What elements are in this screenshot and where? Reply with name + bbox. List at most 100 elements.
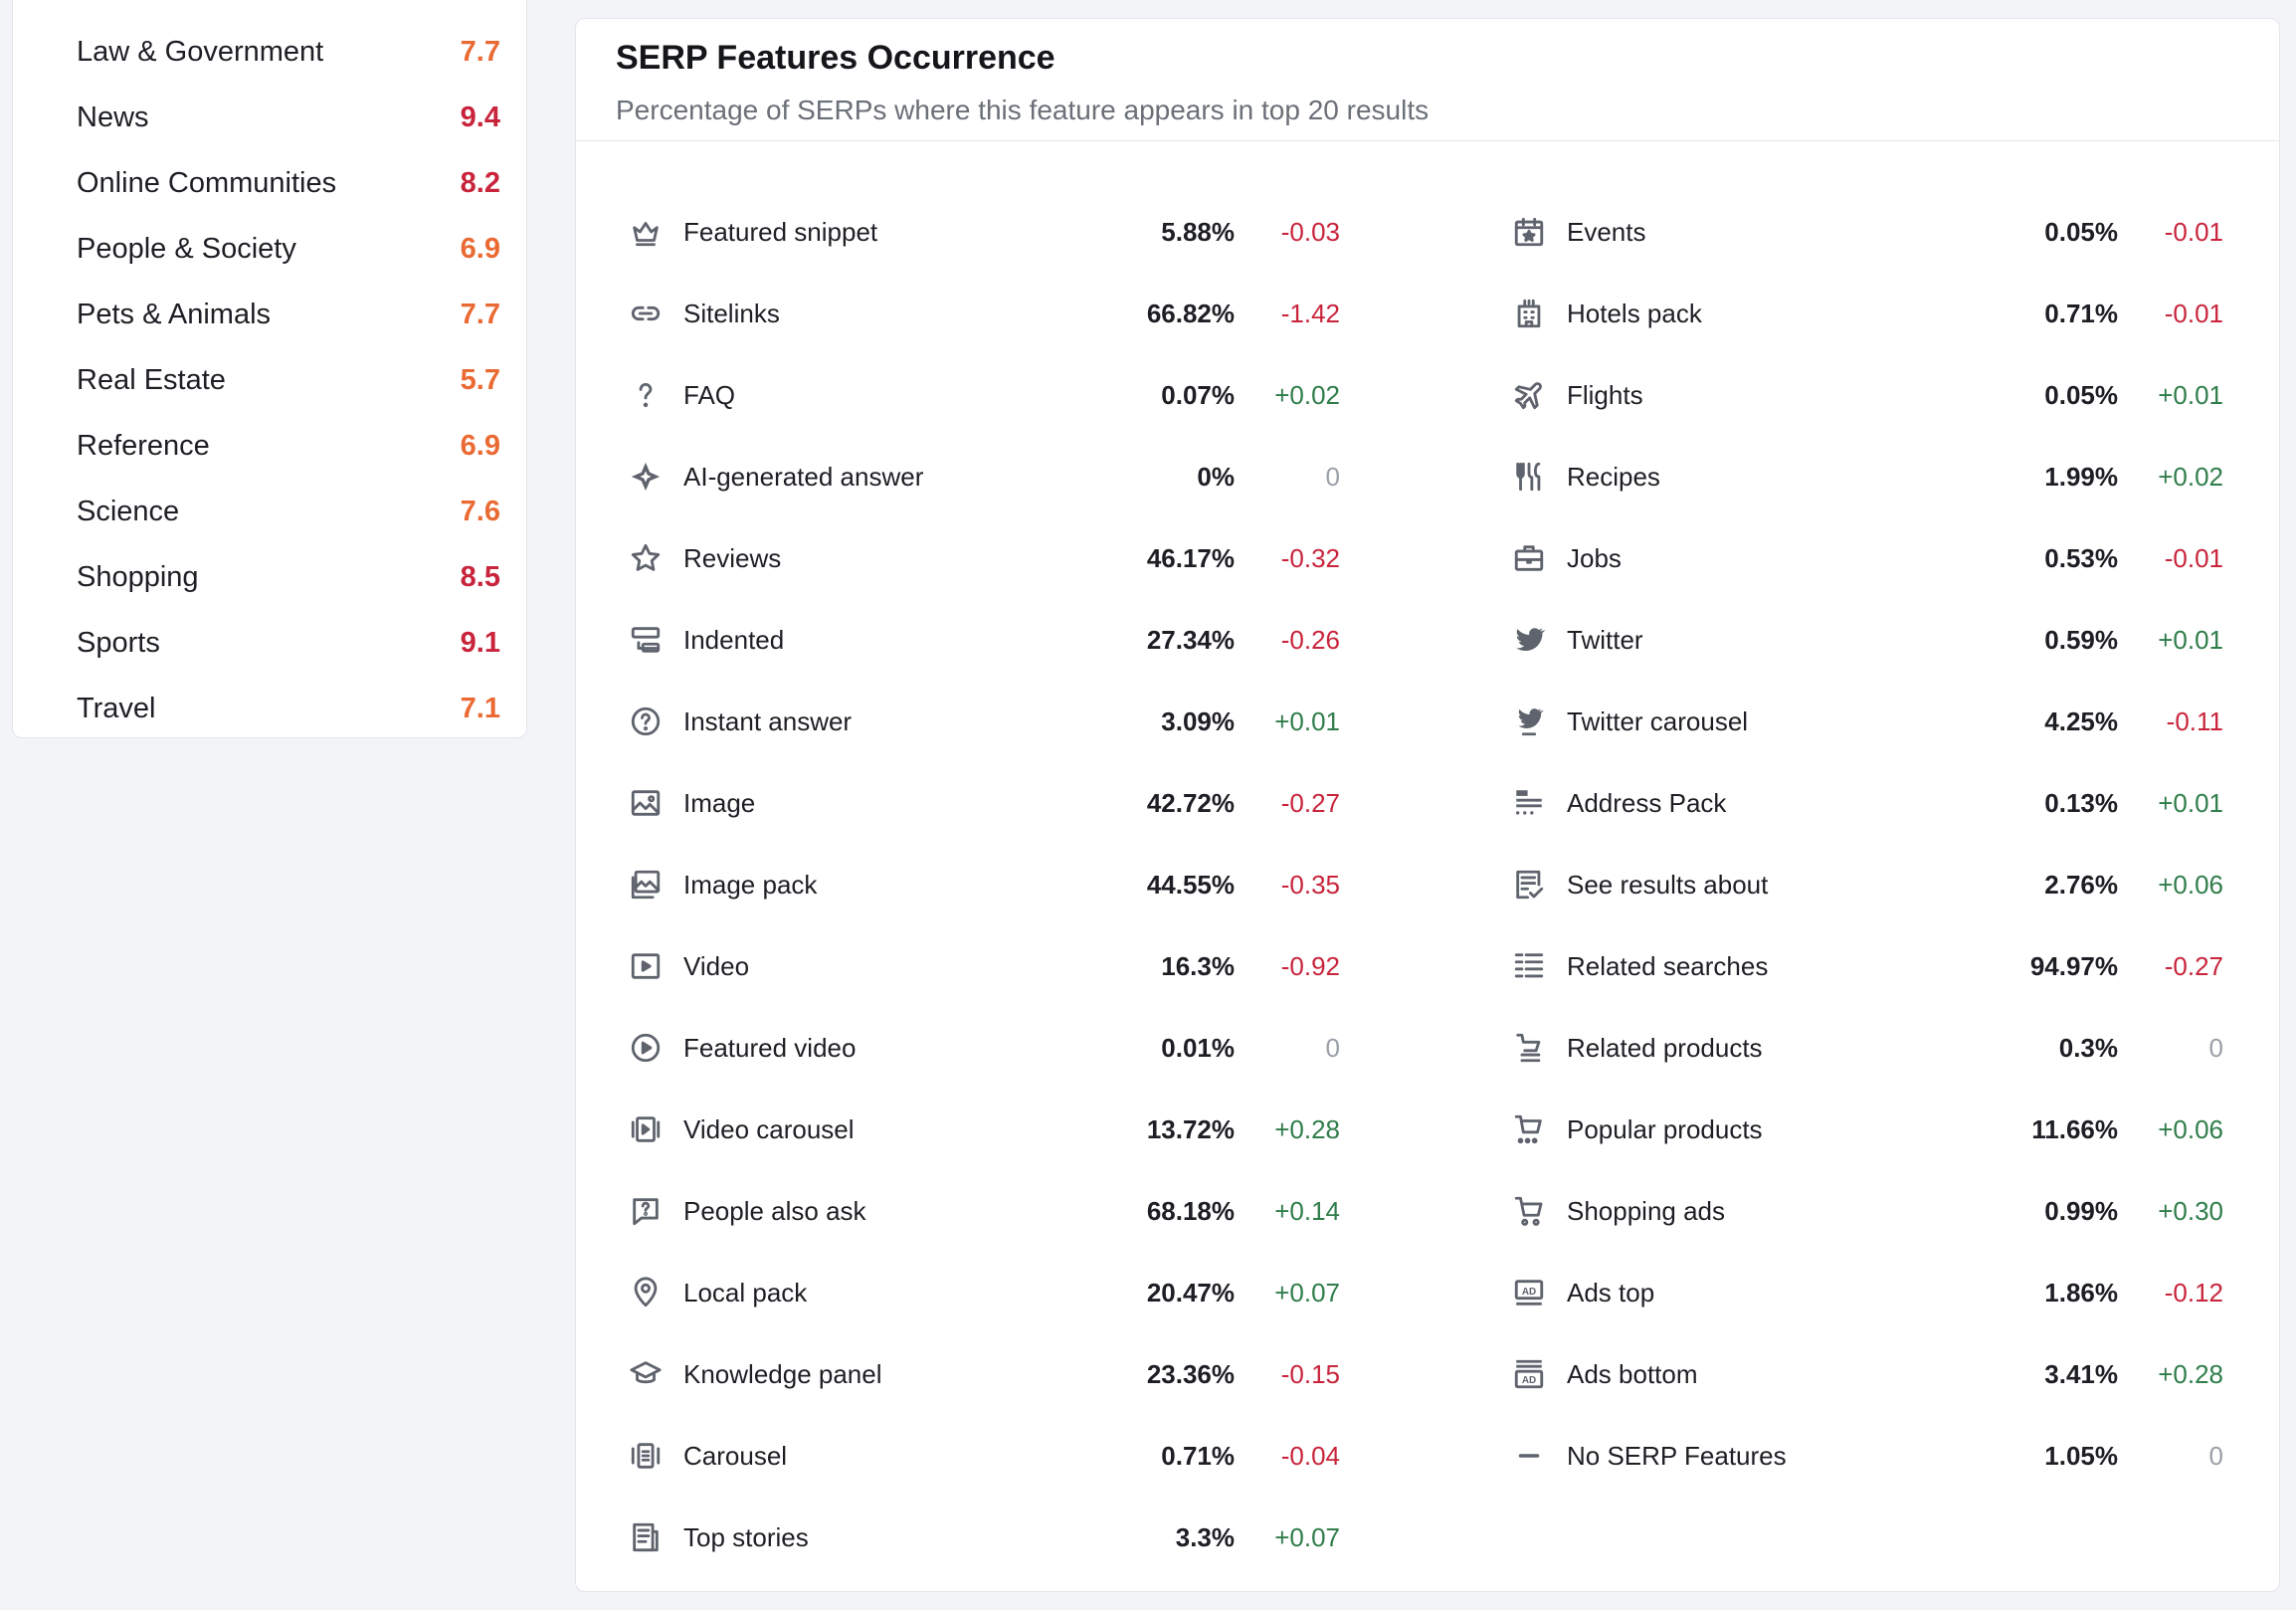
feature-label: Carousel (683, 1440, 788, 1471)
twitter-carousel-icon (1511, 704, 1547, 739)
serp-feature-row[interactable]: Twitter 0.59% +0.01 (1511, 599, 2223, 681)
category-name: News (77, 101, 149, 133)
category-row[interactable]: Online Communities 8.2 (77, 150, 500, 216)
feature-change: +0.30 (2158, 1195, 2223, 1226)
serp-feature-row[interactable]: Featured video 0.01% 0 (628, 1007, 1340, 1089)
feature-change: -0.27 (2164, 950, 2223, 981)
feature-percentage: 27.34% (1146, 624, 1235, 655)
serp-feature-row[interactable]: Instant answer 3.09% +0.01 (628, 681, 1340, 762)
serp-feature-row[interactable]: Twitter carousel 4.25% -0.11 (1511, 681, 2223, 762)
serp-feature-row[interactable]: AI-generated answer 0% 0 (628, 436, 1340, 517)
category-row[interactable]: People & Society 6.9 (77, 216, 500, 282)
feature-change: -0.26 (1280, 624, 1340, 655)
serp-feature-row[interactable]: Video carousel 13.72% +0.28 (628, 1089, 1340, 1170)
feature-label: No SERP Features (1567, 1440, 1787, 1471)
feature-percentage: 3.09% (1161, 705, 1235, 736)
serp-feature-row[interactable]: Events 0.05% -0.01 (1511, 191, 2223, 273)
category-row[interactable]: Science 7.6 (77, 479, 500, 544)
feature-label: Instant answer (683, 705, 853, 736)
card-title: SERP Features Occurrence (616, 39, 1055, 77)
serp-feature-row[interactable]: Jobs 0.53% -0.01 (1511, 517, 2223, 599)
svg-text:AD: AD (1522, 1287, 1536, 1298)
serp-feature-row[interactable]: Popular products 11.66% +0.06 (1511, 1089, 2223, 1170)
serp-feature-row[interactable]: See results about 2.76% +0.06 (1511, 844, 2223, 925)
serp-feature-row[interactable]: Related searches 94.97% -0.27 (1511, 925, 2223, 1007)
feature-change: +0.07 (1274, 1521, 1340, 1552)
serp-feature-row[interactable]: Local pack 20.47% +0.07 (628, 1252, 1340, 1333)
serp-feature-row[interactable]: No SERP Features 1.05% 0 (1511, 1415, 2223, 1497)
serp-feature-row[interactable]: AD Ads bottom 3.41% +0.28 (1511, 1333, 2223, 1415)
category-score: 6.9 (460, 232, 500, 265)
category-scores-card: Law & Government 7.7 News 9.4 Online Communi… (12, 0, 527, 738)
category-name: Real Estate (77, 363, 226, 396)
ad-bottom-icon: AD (1511, 1356, 1547, 1392)
crown-icon (628, 214, 664, 250)
feature-label: AI-generated answer (683, 461, 924, 492)
feature-label: Reviews (683, 542, 782, 573)
category-row[interactable]: Reference 6.9 (77, 413, 500, 479)
video-carousel-icon (628, 1111, 664, 1147)
serp-feature-row[interactable]: Image pack 44.55% -0.35 (628, 844, 1340, 925)
serp-feature-row[interactable]: Shopping ads 0.99% +0.30 (1511, 1170, 2223, 1252)
feature-label: Video (683, 950, 750, 981)
category-row[interactable]: Pets & Animals 7.7 (77, 282, 500, 347)
video-icon (628, 948, 664, 984)
feature-label: Ads top (1567, 1277, 1655, 1308)
feature-label: Related products (1567, 1032, 1763, 1063)
feature-label: Flights (1567, 379, 1643, 410)
question-circle-icon (628, 704, 664, 739)
feature-label: Shopping ads (1567, 1195, 1726, 1226)
serp-feature-row[interactable]: Address Pack 0.13% +0.01 (1511, 762, 2223, 844)
feature-change: -0.35 (1280, 869, 1340, 900)
serp-feature-row[interactable]: FAQ 0.07% +0.02 (628, 354, 1340, 436)
serp-feature-row[interactable]: Top stories 3.3% +0.07 (628, 1497, 1340, 1578)
category-score: 7.7 (460, 35, 500, 68)
feature-percentage: 1.86% (2044, 1277, 2118, 1308)
serp-feature-row[interactable]: Hotels pack 0.71% -0.01 (1511, 273, 2223, 354)
feature-percentage: 23.36% (1146, 1358, 1235, 1389)
serp-feature-row[interactable]: Recipes 1.99% +0.02 (1511, 436, 2223, 517)
newspaper-icon (628, 1519, 664, 1555)
category-row[interactable]: Travel 7.1 (77, 676, 500, 741)
feature-percentage: 0.53% (2044, 542, 2118, 573)
category-row[interactable]: Sports 9.1 (77, 610, 500, 676)
serp-feature-row[interactable]: Indented 27.34% -0.26 (628, 599, 1340, 681)
serp-feature-row[interactable]: Related products 0.3% 0 (1511, 1007, 2223, 1089)
serp-feature-row[interactable]: Flights 0.05% +0.01 (1511, 354, 2223, 436)
feature-percentage: 11.66% (2031, 1113, 2118, 1144)
ai-sparkle-icon (628, 459, 664, 495)
ask-bubble-icon (628, 1193, 664, 1229)
serp-feature-row[interactable]: Image 42.72% -0.27 (628, 762, 1340, 844)
serp-feature-row[interactable]: Sitelinks 66.82% -1.42 (628, 273, 1340, 354)
address-pack-icon (1511, 785, 1547, 821)
category-row[interactable]: Law & Government 7.7 (77, 19, 500, 85)
feature-change: +0.07 (1274, 1277, 1340, 1308)
serp-feature-row[interactable]: Knowledge panel 23.36% -0.15 (628, 1333, 1340, 1415)
serp-feature-row[interactable]: Featured snippet 5.88% -0.03 (628, 191, 1340, 273)
feature-percentage: 13.72% (1146, 1113, 1235, 1144)
feature-change: +0.28 (2158, 1358, 2223, 1389)
category-name: Online Communities (77, 166, 337, 199)
serp-feature-row[interactable]: Video 16.3% -0.92 (628, 925, 1340, 1007)
feature-label: Events (1567, 216, 1646, 247)
image-pack-icon (628, 867, 664, 903)
category-row[interactable]: News 9.4 (77, 85, 500, 150)
feature-label: Ads bottom (1567, 1358, 1698, 1389)
serp-feature-row[interactable]: Reviews 46.17% -0.32 (628, 517, 1340, 599)
feature-percentage: 68.18% (1146, 1195, 1235, 1226)
feature-label: Featured video (683, 1032, 857, 1063)
feature-label: Video carousel (683, 1113, 855, 1144)
category-score: 7.7 (460, 298, 500, 330)
feature-change: 0 (1325, 461, 1340, 492)
serp-feature-row[interactable]: People also ask 68.18% +0.14 (628, 1170, 1340, 1252)
feature-change: -0.12 (2164, 1277, 2223, 1308)
serp-feature-row[interactable]: Carousel 0.71% -0.04 (628, 1415, 1340, 1497)
serp-feature-row[interactable]: AD Ads top 1.86% -0.12 (1511, 1252, 2223, 1333)
feature-change: 0 (1325, 1032, 1340, 1063)
indented-icon (628, 622, 664, 658)
divider (576, 140, 2279, 141)
feature-change: -1.42 (1280, 298, 1340, 328)
feature-label: Sitelinks (683, 298, 780, 328)
category-row[interactable]: Shopping 8.5 (77, 544, 500, 610)
category-row[interactable]: Real Estate 5.7 (77, 347, 500, 413)
